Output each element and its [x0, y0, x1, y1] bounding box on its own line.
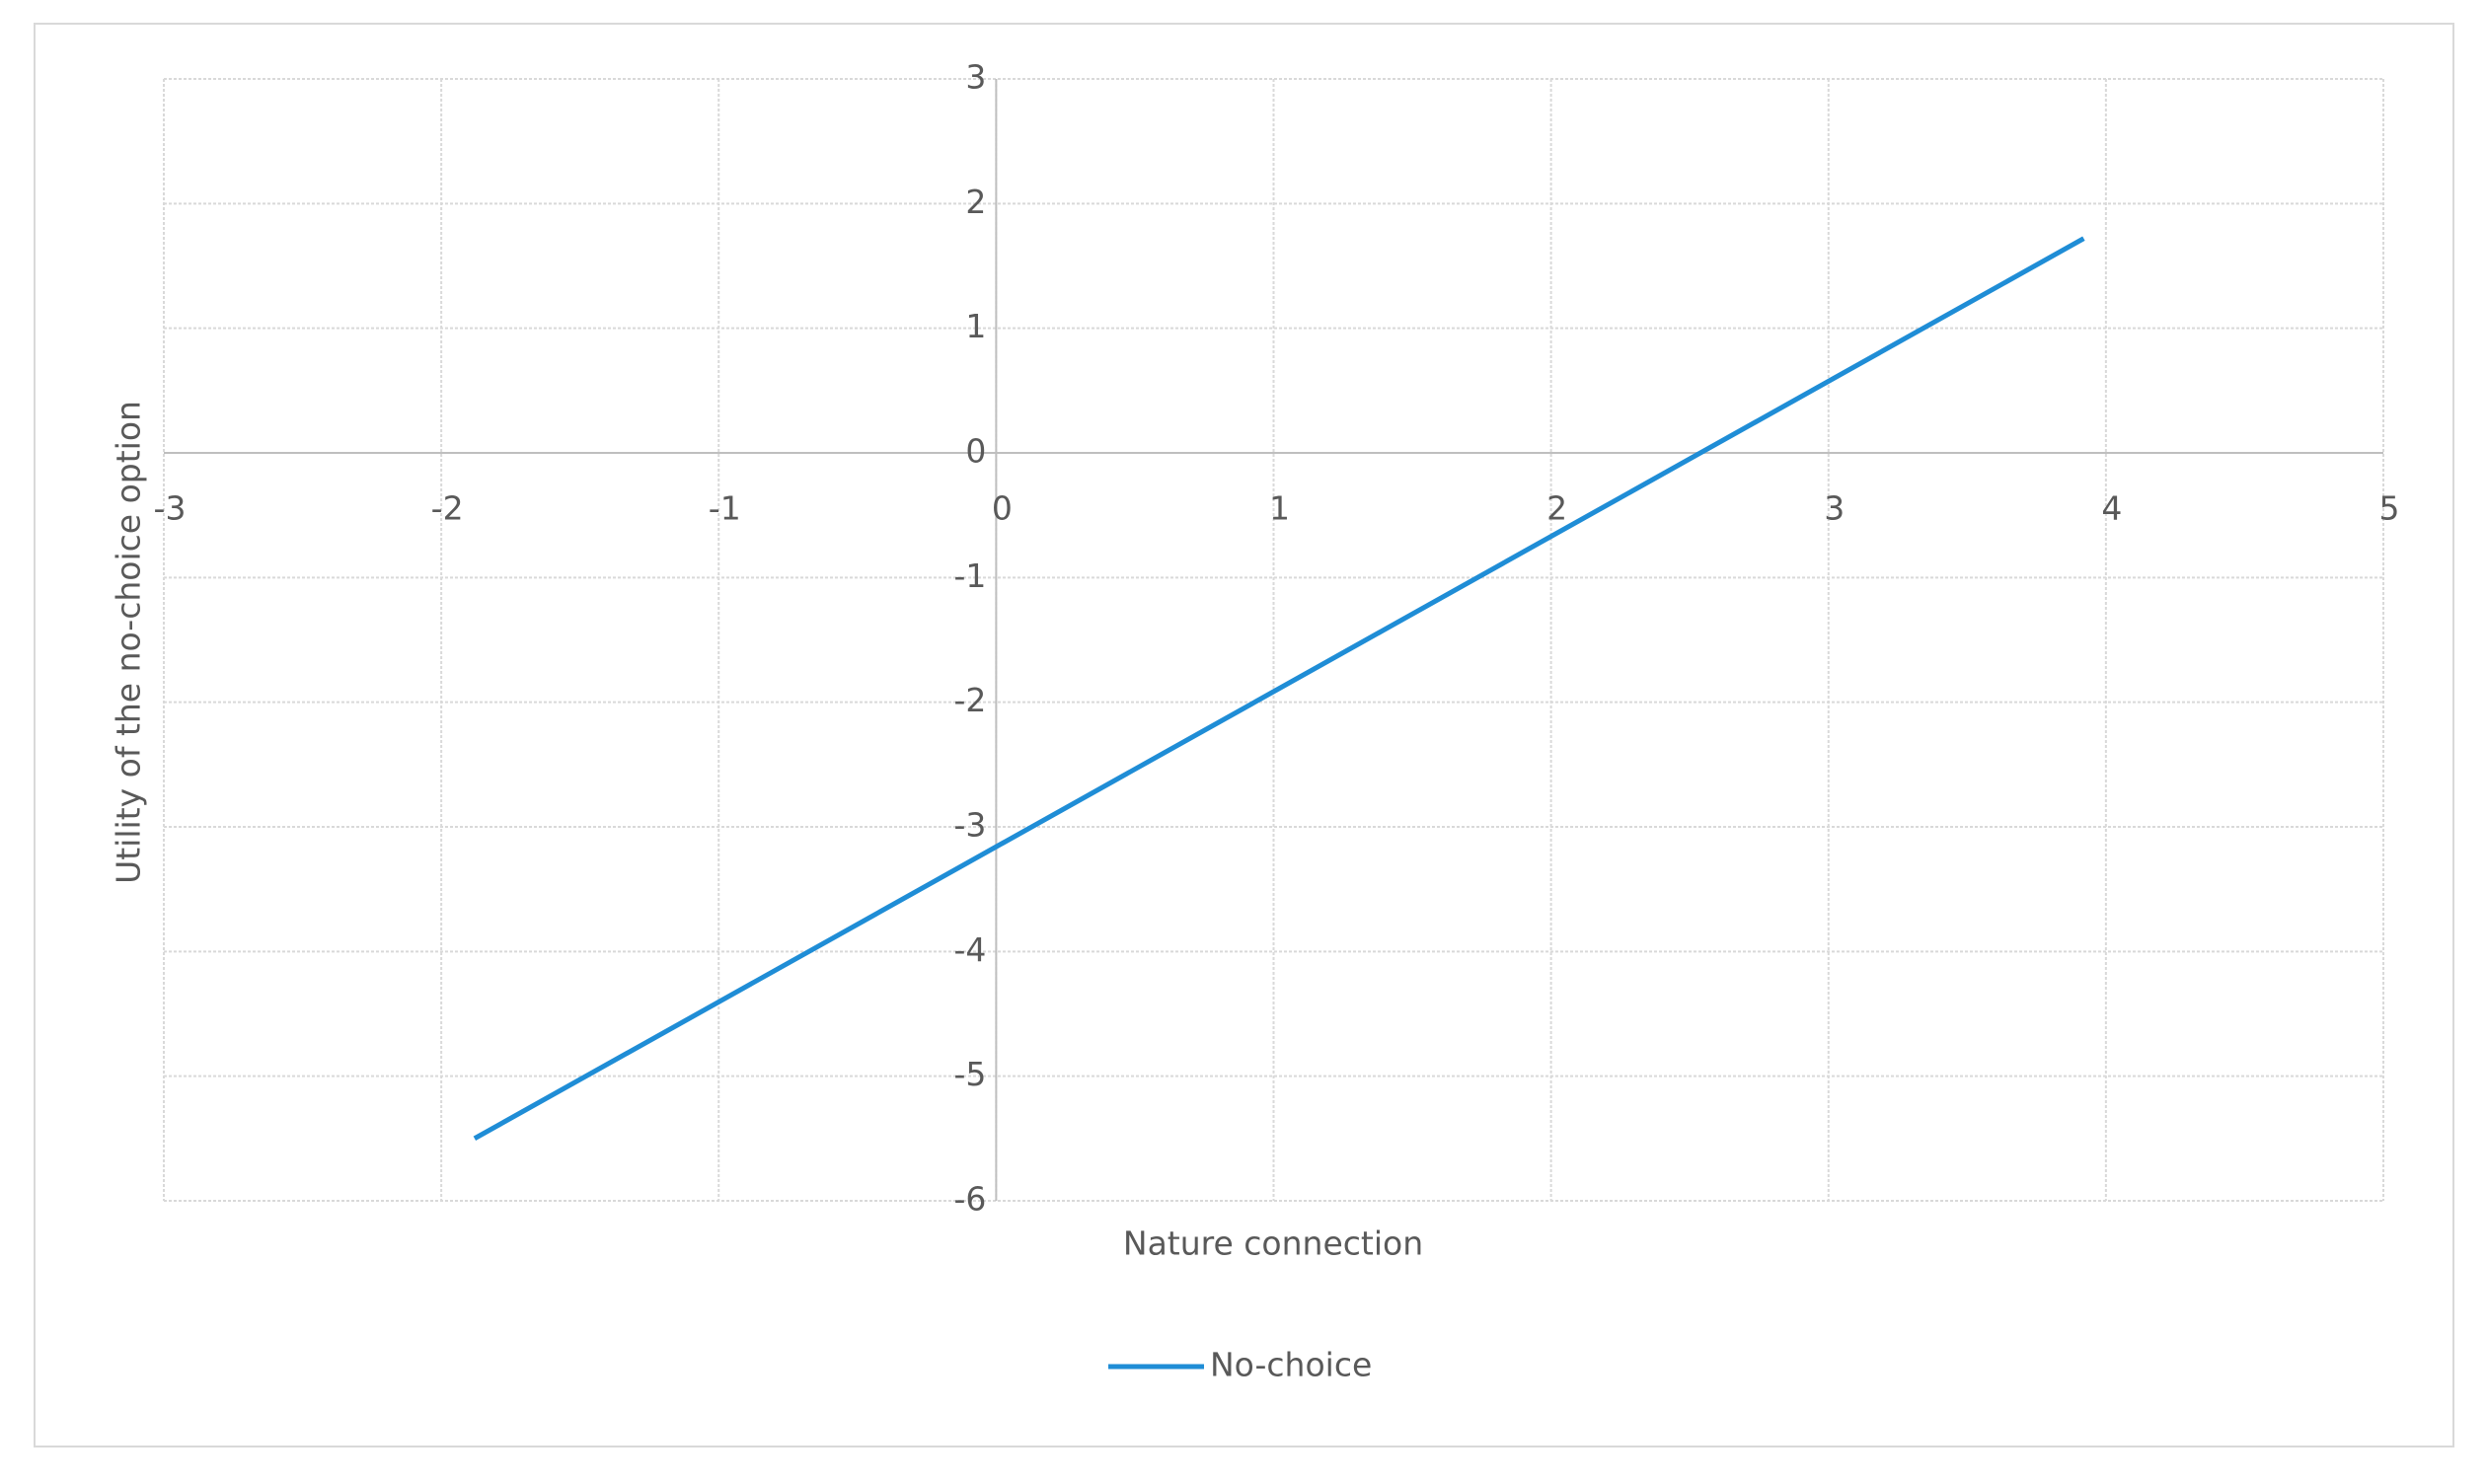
y-axis-title: Utility of the no-choice option — [110, 401, 148, 884]
y-tick-label: -3 — [953, 806, 986, 845]
x-tick-label: 4 — [2101, 489, 2122, 528]
y-tick-label: 1 — [965, 307, 986, 345]
x-tick-label: 3 — [1824, 489, 1845, 528]
x-tick-label: -2 — [431, 489, 464, 528]
chart-border — [34, 23, 2454, 1447]
y-tick-label: -2 — [953, 681, 986, 719]
y-tick-label: -5 — [953, 1055, 986, 1093]
x-tick-label: -3 — [154, 489, 187, 528]
data-line — [473, 236, 2085, 1142]
x-tick-label: 5 — [2379, 489, 2400, 528]
x-axis-title: Nature connection — [1123, 1224, 1423, 1263]
x-tick-label: 2 — [1546, 489, 1567, 528]
y-tick-label: 2 — [965, 183, 986, 221]
y-tick-label: -1 — [953, 556, 986, 595]
y-tick-label: -4 — [953, 930, 986, 969]
y-tick-label: -6 — [953, 1180, 986, 1219]
x-tick-label: -1 — [709, 489, 741, 528]
x-tick-label: 1 — [1269, 489, 1290, 528]
x-tick-label: 0 — [992, 489, 1013, 528]
y-tick-label: 0 — [965, 432, 986, 471]
y-tick-label: 3 — [965, 58, 986, 97]
legend-label: No-choice — [1210, 1346, 1372, 1384]
